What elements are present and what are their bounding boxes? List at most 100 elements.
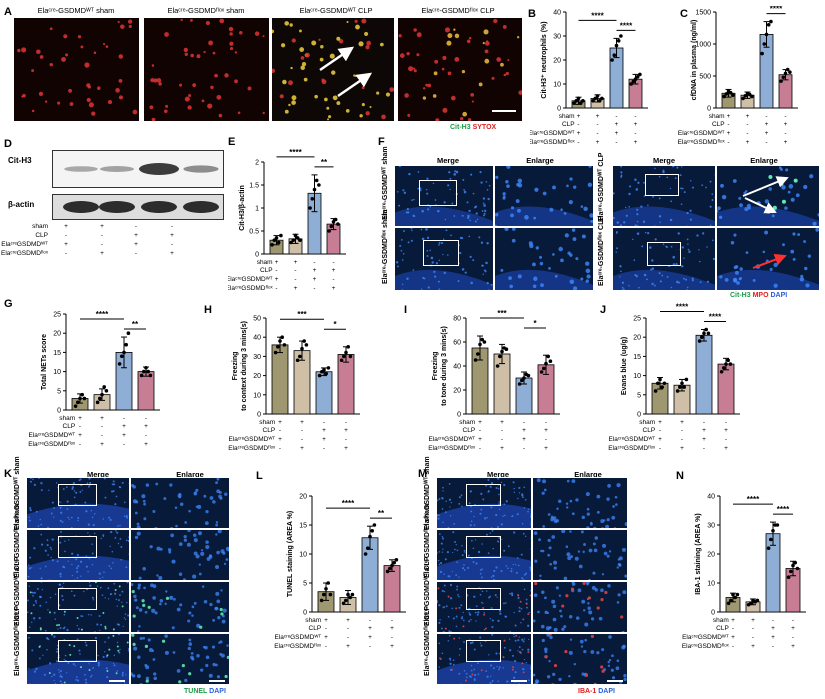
f-header-merge-1: Merge (436, 156, 460, 165)
svg-text:sham: sham (713, 617, 729, 624)
svg-text:+: + (577, 113, 581, 120)
svg-text:5: 5 (57, 388, 61, 395)
svg-text:1: 1 (255, 206, 259, 213)
svg-text:+: + (294, 259, 298, 266)
f-row-3: Elaᶜʳᵉ-GSDMDᵂᵀ CLP (598, 152, 605, 222)
f-img-wt-clp-enlarge (716, 165, 820, 227)
svg-text:40: 40 (707, 494, 715, 501)
svg-text:ElaᶜʳᵉGSDMDᵂᵀ: ElaᶜʳᵉGSDMDᵂᵀ (608, 436, 655, 443)
svg-text:-: - (703, 445, 705, 452)
svg-text:ElaᶜʳᵉGSDMDᶠˡᵒˣ: ElaᶜʳᵉGSDMDᶠˡᵒˣ (530, 139, 575, 146)
svg-text:0: 0 (707, 106, 711, 113)
svg-text:+: + (727, 113, 731, 120)
svg-text:1.5: 1.5 (249, 183, 259, 190)
svg-text:-: - (545, 436, 547, 443)
svg-text:+: + (332, 267, 336, 274)
svg-text:*: * (333, 320, 337, 329)
bar-H-0 (271, 344, 289, 415)
svg-text:TUNEL staining (AREA %): TUNEL staining (AREA %) (287, 511, 294, 597)
svg-text:-: - (725, 419, 727, 426)
a-arrows (319, 46, 373, 98)
svg-text:-: - (523, 419, 525, 426)
svg-text:-: - (545, 419, 547, 426)
svg-text:-: - (596, 130, 598, 137)
svg-text:ElaᶜʳᵉGSDMDᶠˡᵒˣ: ElaᶜʳᵉGSDMDᶠˡᵒˣ (682, 643, 730, 648)
panel-label-n: N (676, 470, 684, 482)
svg-text:IBA-1 staining (AREA %): IBA-1 staining (AREA %) (695, 513, 702, 594)
f-row-2: Elaᶜʳᵉ-GSDMDᶠˡᵒˣ sham (382, 209, 389, 284)
svg-text:40: 40 (453, 364, 461, 371)
svg-text:-: - (746, 130, 748, 137)
svg-text:+: + (344, 445, 348, 452)
svg-text:****: **** (591, 11, 604, 20)
m-row-4: Elaᶜʳᵉ-GSDMDᶠˡᵒˣ CLP (424, 605, 431, 676)
svg-text:-: - (784, 130, 786, 137)
svg-text:25: 25 (53, 312, 61, 319)
k-grid-cell-2-1 (130, 581, 230, 633)
svg-text:-: - (727, 121, 729, 128)
k-header-merge: Merge (86, 470, 110, 479)
svg-text:40: 40 (553, 10, 561, 17)
svg-text:ElaᶜʳᵉGSDMDᵂᵀ: ElaᶜʳᵉGSDMDᵂᵀ (28, 432, 75, 439)
svg-text:ElaᶜʳᵉGSDMDᵂᵀ: ElaᶜʳᵉGSDMDᵂᵀ (1, 241, 48, 248)
svg-text:ElaᶜʳᵉGSDMDᵂᵀ: ElaᶜʳᵉGSDMDᵂᵀ (228, 436, 275, 443)
svg-text:ElaᶜʳᵉGSDMDᵂᵀ: ElaᶜʳᵉGSDMDᵂᵀ (682, 634, 729, 641)
svg-text:+: + (727, 130, 731, 137)
svg-text:20: 20 (453, 388, 461, 395)
svg-text:0: 0 (457, 412, 461, 419)
svg-text:CLP: CLP (260, 267, 273, 274)
svg-text:sham: sham (257, 259, 273, 266)
k-legend: TUNEL DAPI (184, 688, 226, 695)
svg-text:-: - (135, 250, 137, 257)
svg-text:-: - (279, 445, 281, 452)
svg-text:+: + (64, 241, 68, 248)
panel-label-m: M (418, 468, 428, 480)
svg-text:+: + (322, 436, 326, 443)
svg-text:-: - (772, 643, 774, 648)
svg-text:-: - (65, 232, 67, 239)
svg-text:20: 20 (707, 552, 715, 559)
svg-text:+: + (746, 139, 750, 146)
svg-text:+: + (170, 232, 174, 239)
svg-text:+: + (765, 130, 769, 137)
svg-text:+: + (300, 419, 304, 426)
svg-text:-: - (479, 445, 481, 452)
svg-text:-: - (145, 432, 147, 439)
svg-text:+: + (100, 415, 104, 422)
svg-text:-: - (325, 643, 327, 648)
svg-text:0: 0 (57, 408, 61, 415)
svg-text:-: - (634, 113, 636, 120)
a-title-4: Elaᶜʳᵉ-GSDMDᶠˡᵒˣ CLP (421, 6, 495, 15)
svg-text:CLP: CLP (643, 427, 656, 434)
m-grid-cell-3-1 (532, 633, 628, 685)
svg-text:*: * (533, 319, 537, 328)
svg-text:+: + (500, 445, 504, 452)
svg-text:+: + (615, 130, 619, 137)
svg-text:+: + (368, 625, 372, 632)
f-img-wt-sham-merge (394, 165, 494, 227)
panel-label-j: J (600, 304, 607, 316)
svg-text:+: + (324, 634, 328, 641)
f-img-flox-clp-enlarge (716, 227, 820, 291)
k-header-enlarge: Enlarge (176, 470, 204, 479)
m-header-merge: Merge (486, 470, 510, 479)
svg-text:+: + (784, 121, 788, 128)
d-label-actin: β-actin (8, 200, 35, 209)
svg-text:-: - (79, 441, 81, 448)
svg-text:+: + (658, 419, 662, 426)
svg-text:-: - (301, 436, 303, 443)
svg-text:+: + (100, 223, 104, 230)
a-legend: Cit-H3 SYTOX (450, 124, 497, 131)
svg-text:ElaᶜʳᵉGSDMDᶠˡᵒˣ: ElaᶜʳᵉGSDMDᶠˡᵒˣ (228, 285, 273, 292)
svg-text:+: + (771, 634, 775, 641)
svg-text:50: 50 (253, 316, 261, 323)
svg-text:+: + (791, 643, 795, 648)
panel-label-l: L (256, 470, 263, 482)
svg-text:-: - (792, 634, 794, 641)
svg-text:cfDNA in plasma (ng/ml): cfDNA in plasma (ng/ml) (691, 20, 698, 101)
svg-text:+: + (346, 617, 350, 624)
k-row-4: Elaᶜʳᵉ-GSDMDᶠˡᵒˣ CLP (14, 605, 21, 676)
svg-text:-: - (634, 130, 636, 137)
